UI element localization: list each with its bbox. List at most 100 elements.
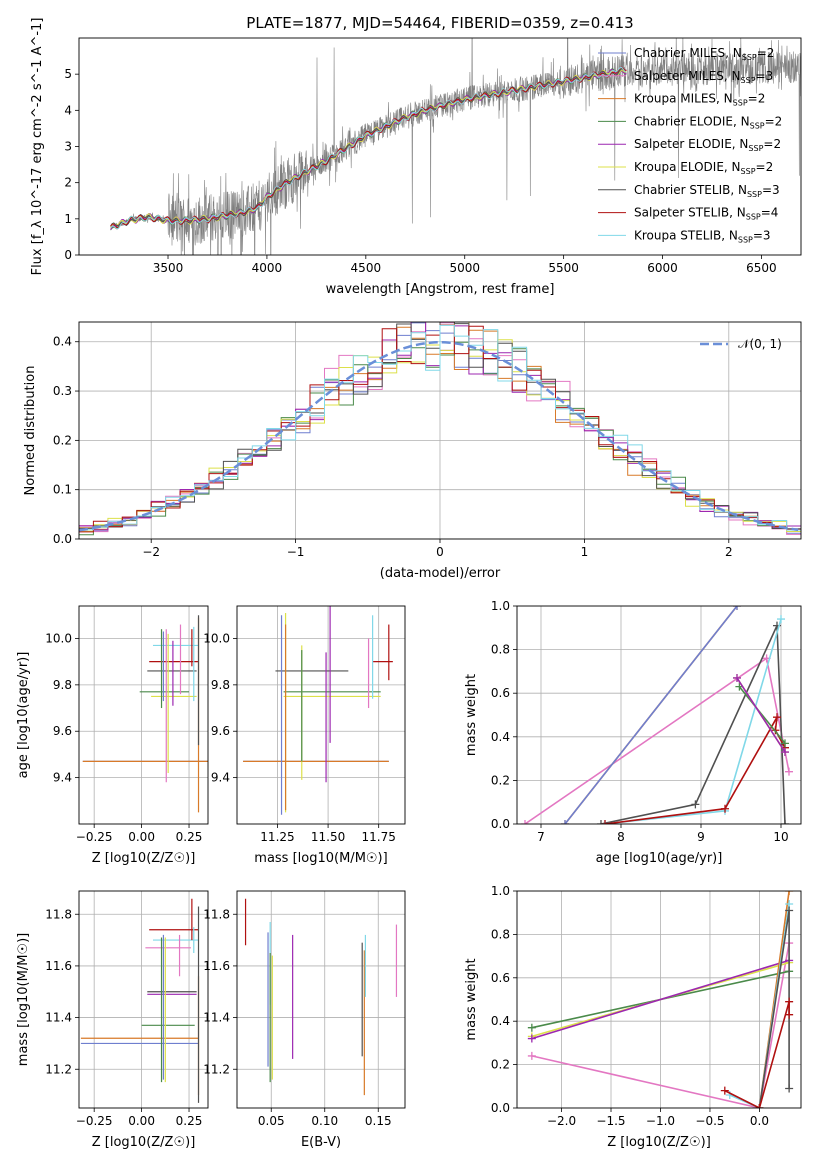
- x-tick-label: 0.15: [365, 1114, 392, 1128]
- y-tick-label: 10.0: [45, 631, 72, 645]
- model-spectrum: [110, 66, 627, 229]
- y-axis-label: Normed distribution: [23, 366, 38, 496]
- x-tick-label: 4500: [351, 261, 382, 275]
- weight-marker: [781, 739, 789, 748]
- weight-marker: [785, 891, 794, 895]
- x-tick-label: 5500: [548, 261, 579, 275]
- plot-area: [110, 38, 801, 255]
- x-tick-label: 1: [581, 545, 589, 559]
- weight-marker: [561, 820, 569, 824]
- legend-entry: Salpeter ELODIE, NSSP=2: [634, 137, 781, 153]
- x-tick-label: −0.5: [695, 1114, 724, 1128]
- legend-entry: Salpeter STELIB, NSSP=4: [634, 206, 778, 222]
- y-tick-label: 0.6: [491, 971, 510, 985]
- figure-title: PLATE=1877, MJD=54464, FIBERID=0359, z=0…: [246, 14, 633, 32]
- y-tick-label: 11.8: [45, 907, 72, 921]
- axes-frame: [516, 605, 802, 825]
- axes-mass-age: 11.25 11.50 11.75 9.4 9.6 9.8 10.0 mass [log10(…: [203, 605, 406, 866]
- axes-ebv-mass: 0.05 0.10 0.15 11.2 11.4 11.6 11.8 E(B-V): [203, 890, 406, 1150]
- y-tick-label: 0: [64, 248, 72, 262]
- x-tick-label: −2.0: [547, 1114, 576, 1128]
- x-axis-label: Z [log10(Z/Z☉)]: [607, 1135, 711, 1150]
- x-tick-label: 4000: [252, 261, 283, 275]
- y-tick-label: 9.8: [53, 678, 72, 692]
- x-tick-label: 0.25: [176, 830, 203, 844]
- x-tick-label: 0.05: [258, 1114, 285, 1128]
- x-tick-label: 11.25: [260, 830, 294, 844]
- weight-line: [758, 910, 790, 1108]
- y-tick-label: 1: [64, 212, 72, 226]
- weight-marker: [773, 713, 781, 722]
- axes-frame: [78, 37, 802, 256]
- x-tick-label: −0.25: [76, 1114, 113, 1128]
- y-tick-label: 11.4: [203, 1011, 230, 1025]
- x-tick-label: 6500: [746, 261, 777, 275]
- legend: Chabrier MILES, NSSP=2 Salpeter MILES, NS…: [598, 46, 782, 244]
- weight-marker: [527, 1023, 536, 1032]
- y-tick-label: 0.1: [53, 483, 72, 497]
- x-tick-label: 8: [617, 830, 625, 844]
- y-tick-label: 11.4: [45, 1011, 72, 1025]
- plot-area: [79, 891, 208, 1108]
- x-axis-label: Z [log10(Z/Z☉)]: [92, 1135, 196, 1150]
- panels: 3500 4000 4500 5000 5500 6000 6500 0 1 2 3 4 5 wavele…: [16, 18, 802, 1150]
- y-tick-label: 0.2: [491, 773, 510, 787]
- weight-marker: [785, 906, 794, 915]
- plot-area: [517, 891, 801, 1108]
- y-axis-label: mass weight: [464, 958, 479, 1040]
- plot-area: [237, 606, 405, 824]
- x-axis-label: age [log10(age/yr)]: [596, 851, 723, 866]
- axes-z-weight: −2.0 −1.5 −1.0 −0.5 0.0 0.0 0.2 0.4 0.6 0.8 1.0 Z […: [464, 884, 802, 1150]
- model-spectrum: [110, 67, 627, 230]
- y-axis-label: mass weight: [464, 674, 479, 756]
- weight-marker: [755, 1104, 764, 1108]
- x-tick-label: 6000: [647, 261, 678, 275]
- legend-entry: Kroupa ELODIE, NSSP=2: [634, 160, 773, 176]
- y-tick-label: 0.6: [491, 686, 510, 700]
- y-tick-label: 2: [64, 176, 72, 190]
- weight-line: [531, 959, 790, 1040]
- axes-frame: [236, 890, 406, 1109]
- x-tick-label: −2: [142, 545, 160, 559]
- x-axis-label: E(B-V): [301, 1135, 341, 1150]
- y-tick-label: 0.2: [491, 1058, 510, 1072]
- weight-marker: [691, 800, 700, 809]
- axes-frame: [78, 605, 209, 825]
- weight-marker: [720, 1086, 729, 1095]
- legend-entry: 𝒩(0, 1): [738, 337, 782, 351]
- x-tick-label: 9: [697, 830, 705, 844]
- x-tick-label: −1: [287, 545, 305, 559]
- legend-entry: Chabrier STELIB, NSSP=3: [634, 183, 780, 199]
- y-tick-label: 11.8: [203, 907, 230, 921]
- y-tick-label: 11.6: [203, 959, 230, 973]
- weight-marker: [785, 1084, 794, 1093]
- weight-marker: [733, 606, 741, 610]
- axes-age-weight: 7 8 9 10 0.0 0.2 0.4 0.6 0.8 1.0 age [log10(age/yr…: [464, 599, 802, 866]
- axes-frame: [236, 605, 406, 825]
- legend-entry: Chabrier MILES, NSSP=2: [634, 46, 774, 62]
- y-tick-label: 0.4: [491, 1014, 510, 1028]
- plot-area: [237, 891, 405, 1108]
- legend-entry: Kroupa MILES, NSSP=2: [634, 92, 765, 108]
- y-tick-label: 0.2: [53, 433, 72, 447]
- y-tick-label: 3: [64, 140, 72, 154]
- y-tick-label: 9.4: [211, 771, 230, 785]
- x-tick-label: 0.25: [176, 1114, 203, 1128]
- y-tick-label: 5: [64, 67, 72, 81]
- weight-marker: [601, 820, 609, 824]
- y-tick-label: 0.0: [53, 532, 72, 546]
- y-tick-label: 1.0: [491, 599, 510, 613]
- weight-marker: [527, 1051, 536, 1060]
- x-axis-label: Z [log10(Z/Z☉)]: [92, 851, 196, 866]
- y-tick-label: 11.6: [45, 959, 72, 973]
- x-tick-label: 11.50: [311, 830, 345, 844]
- weight-line: [724, 1001, 790, 1108]
- plot-area: [79, 322, 801, 539]
- x-tick-label: 11.75: [362, 830, 396, 844]
- y-tick-label: 1.0: [491, 884, 510, 898]
- weight-marker: [785, 767, 793, 776]
- y-tick-label: 9.8: [211, 678, 230, 692]
- x-tick-label: 0: [436, 545, 444, 559]
- axes-z-age: −0.25 0.00 0.25 9.4 9.6 9.8 10.0 Z [log10(Z/Z☉)…: [16, 605, 209, 866]
- x-tick-label: 0.00: [128, 830, 155, 844]
